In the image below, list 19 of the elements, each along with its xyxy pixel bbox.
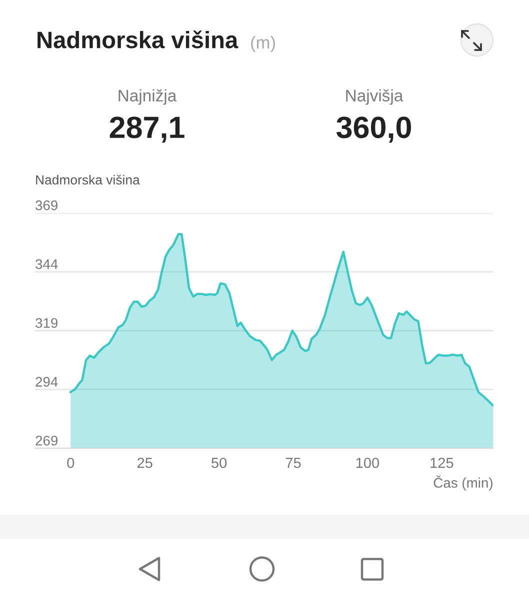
text: Najvišja <box>346 89 404 105</box>
x-tick-label: 125 <box>430 458 454 468</box>
x-axis-title: Čas (min) <box>434 475 492 490</box>
x-tick-label: 75 <box>286 458 301 468</box>
y-tick-label: 369 <box>36 200 58 210</box>
text: 360,0 <box>336 116 411 143</box>
x-tick-label: 0 <box>67 458 74 468</box>
text: Najnižja <box>118 89 177 105</box>
y-axis-title: Nadmorska višina <box>36 174 140 185</box>
x-tick-label: 25 <box>137 458 152 468</box>
chart-title: Nadmorska višina <box>38 30 238 48</box>
text: 287,1 <box>110 116 184 143</box>
y-tick-label: 319 <box>36 318 58 328</box>
x-tick-label: 100 <box>356 458 380 468</box>
chart-subtitle: (m) <box>251 36 275 52</box>
x-tick-label: 50 <box>212 458 227 468</box>
y-tick-label: 344 <box>36 259 58 270</box>
y-tick-label: 269 <box>36 436 58 446</box>
y-tick-label: 294 <box>36 376 58 387</box>
